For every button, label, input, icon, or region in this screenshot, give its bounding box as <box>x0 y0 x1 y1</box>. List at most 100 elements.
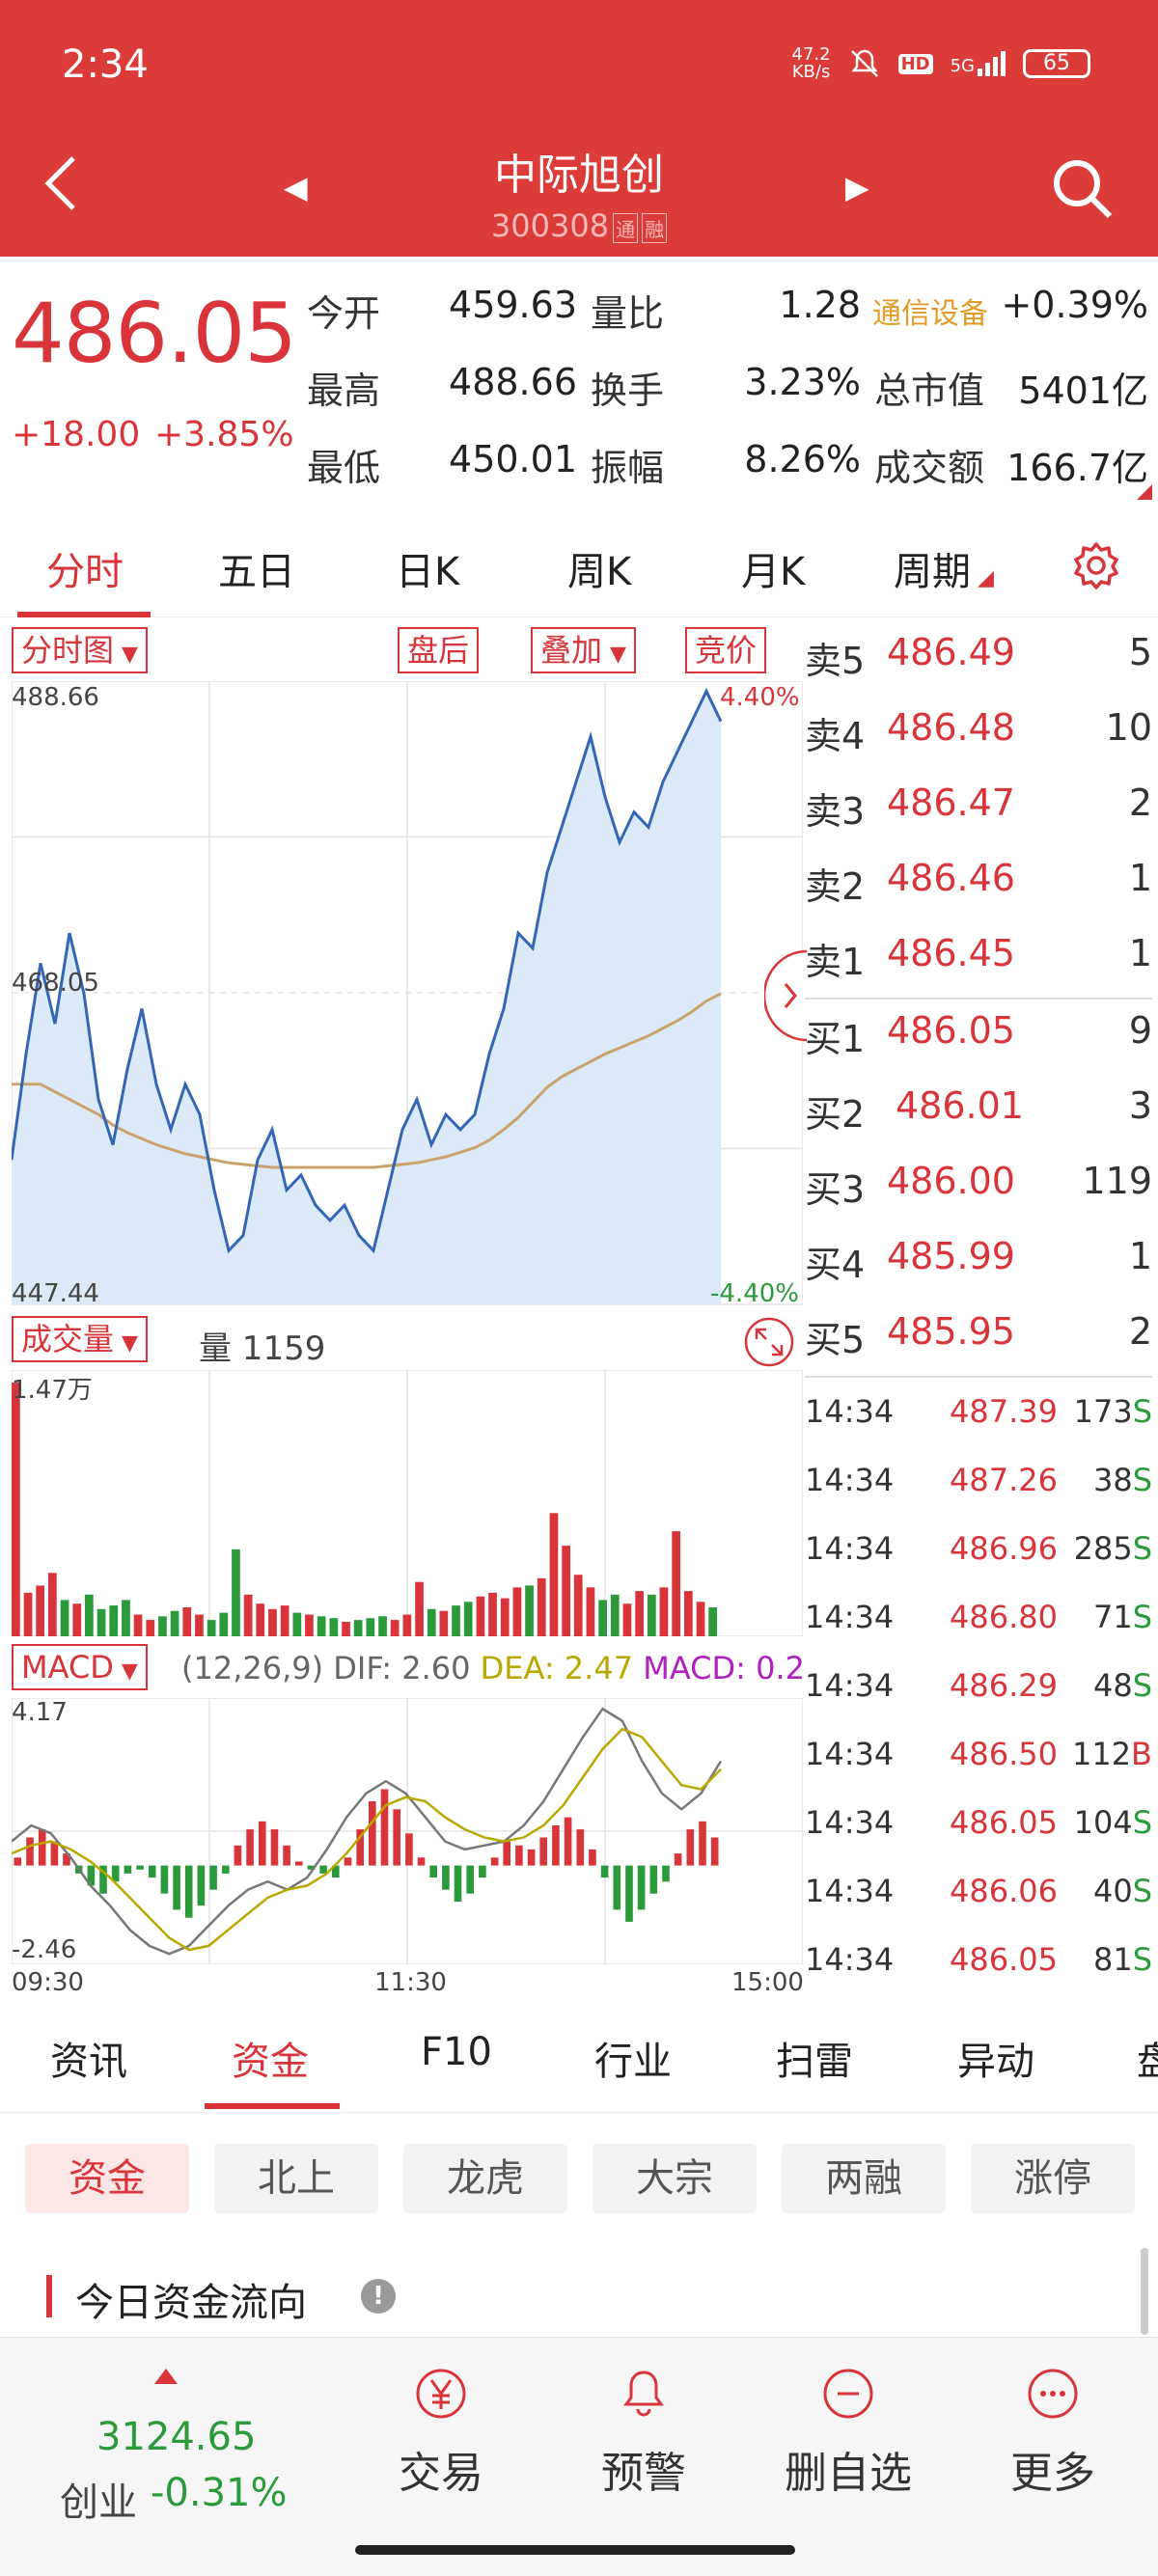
volume-bar <box>72 1603 82 1636</box>
tong-tag: 通 <box>613 212 639 243</box>
bell-icon <box>623 2370 664 2417</box>
chip-limit-up[interactable]: 涨停 <box>971 2144 1135 2213</box>
volume-bar <box>415 1581 424 1636</box>
macd-bar <box>442 1865 450 1890</box>
back-arrow-icon[interactable] <box>42 154 81 212</box>
tab-five-day[interactable]: 五日 <box>218 550 295 594</box>
macd-bar <box>589 1849 596 1866</box>
prev-stock-icon[interactable]: ◀ <box>284 169 308 206</box>
index-up-arrow-icon <box>154 2369 178 2384</box>
tab-risk-scan[interactable]: 扫雷 <box>776 2040 853 2084</box>
tab-news[interactable]: 资讯 <box>50 2040 127 2084</box>
more-button[interactable]: 更多 <box>971 2367 1135 2500</box>
tab-monthly-k[interactable]: 月K <box>741 550 806 594</box>
status-time: 2:34 <box>62 42 149 87</box>
index-change[interactable]: -0.31% <box>151 2471 288 2515</box>
macd-bar <box>649 1865 658 1894</box>
stock-name: 中际旭创 <box>494 151 664 200</box>
price-change: +18.00 <box>12 415 141 454</box>
macd-bar <box>99 1865 107 1894</box>
volume-bar <box>537 1577 546 1636</box>
tab-movement[interactable]: 异动 <box>957 2040 1034 2084</box>
tab-f10[interactable]: F10 <box>421 2030 492 2074</box>
volume-bar <box>292 1612 302 1636</box>
index-name[interactable]: 创业 <box>60 2480 137 2525</box>
tab-industry[interactable]: 行业 <box>594 2040 672 2084</box>
intraday-price-chart[interactable] <box>12 681 803 1308</box>
settings-gear-icon[interactable] <box>1071 540 1121 590</box>
tab-more-cut[interactable]: 盘 <box>1137 2040 1158 2084</box>
price-tick-mid: 468.05 <box>12 969 99 998</box>
macd-bar <box>600 1865 609 1878</box>
auction-button[interactable]: 竞价 <box>685 627 767 673</box>
volume-bar <box>549 1513 559 1636</box>
chip-funds[interactable]: 资金 <box>25 2144 189 2213</box>
macd-bar <box>87 1865 96 1886</box>
index-value[interactable]: 3124.65 <box>96 2415 257 2459</box>
volume-bar <box>12 1383 20 1636</box>
volume-indicator-select[interactable]: 成交量 ▼ <box>12 1316 148 1362</box>
dea-line <box>12 1727 722 1952</box>
expand-corner-icon[interactable] <box>1137 484 1152 500</box>
volume-value: 量 1159 <box>199 1329 326 1368</box>
trade-button[interactable]: 交易 <box>359 2367 523 2500</box>
turnover-amount-label: 成交额 <box>874 447 985 489</box>
macd-bar <box>148 1865 156 1878</box>
remove-watchlist-button[interactable]: 删自选 <box>766 2367 930 2500</box>
active-info-tab-underline <box>205 2103 340 2109</box>
macd-bar <box>63 1853 70 1866</box>
volume-bar <box>463 1602 473 1636</box>
chip-dragon-tiger[interactable]: 龙虎 <box>403 2144 567 2213</box>
macd-bar <box>246 1829 254 1866</box>
minus-circle-icon <box>823 2369 873 2419</box>
bid-row: 买5 485.95 2 <box>805 1310 1152 1361</box>
after-hours-button[interactable]: 盘后 <box>398 627 480 673</box>
volume-bar <box>122 1600 130 1636</box>
chip-block-trade[interactable]: 大宗 <box>593 2144 757 2213</box>
tab-period[interactable]: 周期 ◢ <box>894 550 994 594</box>
info-icon[interactable]: ! <box>361 2279 396 2314</box>
volume-bar <box>622 1603 632 1636</box>
price-tick-high: 488.66 <box>12 683 99 712</box>
fullscreen-icon[interactable] <box>743 1316 795 1368</box>
next-stock-icon[interactable]: ▶ <box>845 169 869 206</box>
volume-bar <box>133 1614 143 1636</box>
bid-row: 买1 486.05 9 <box>805 1009 1152 1060</box>
alert-button[interactable]: 预警 <box>562 2367 726 2500</box>
search-icon[interactable] <box>1048 154 1116 222</box>
volume-tick-high: 1.47万 <box>12 1376 93 1405</box>
chip-northbound[interactable]: 北上 <box>214 2144 378 2213</box>
macd-bar <box>710 1837 719 1866</box>
home-indicator[interactable] <box>355 2545 795 2555</box>
macd-bar <box>222 1865 230 1874</box>
amplitude-value: 8.26% <box>744 438 861 480</box>
stock-code: 300308 通融 <box>0 207 1158 244</box>
expand-orderbook-icon[interactable] <box>764 949 807 1042</box>
average-price-line <box>12 992 722 1169</box>
volume-chart <box>12 1370 803 1636</box>
macd-indicator-select[interactable]: MACD ▼ <box>12 1644 148 1690</box>
volume-bar <box>158 1616 167 1636</box>
macd-bar <box>124 1865 132 1874</box>
chart-type-select[interactable]: 分时图 ▼ <box>12 627 148 673</box>
macd-bar <box>14 1857 22 1866</box>
network-speed: 47.2 KB/s <box>791 44 831 82</box>
tab-intraday[interactable]: 分时 <box>46 550 124 594</box>
volume-bar <box>109 1605 119 1636</box>
bid-row: 买2 486.01 3 <box>805 1084 1152 1136</box>
industry-change: +0.39% <box>1001 284 1148 326</box>
volume-bar <box>378 1616 387 1636</box>
volume-bar <box>85 1594 94 1636</box>
scrollbar[interactable] <box>1141 2248 1148 2335</box>
tab-weekly-k[interactable]: 周K <box>567 550 632 594</box>
industry-tag[interactable]: 通信设备 <box>872 297 988 331</box>
overlay-select[interactable]: 叠加 ▼ <box>531 627 636 673</box>
chip-margin[interactable]: 两融 <box>782 2144 946 2213</box>
tab-daily-k[interactable]: 日K <box>396 550 460 594</box>
macd-bar <box>674 1853 682 1866</box>
macd-bar <box>625 1865 633 1922</box>
volume-bar <box>573 1575 583 1636</box>
macd-bar <box>173 1865 180 1910</box>
more-dots-icon <box>1028 2369 1078 2419</box>
tab-funds[interactable]: 资金 <box>232 2040 309 2084</box>
